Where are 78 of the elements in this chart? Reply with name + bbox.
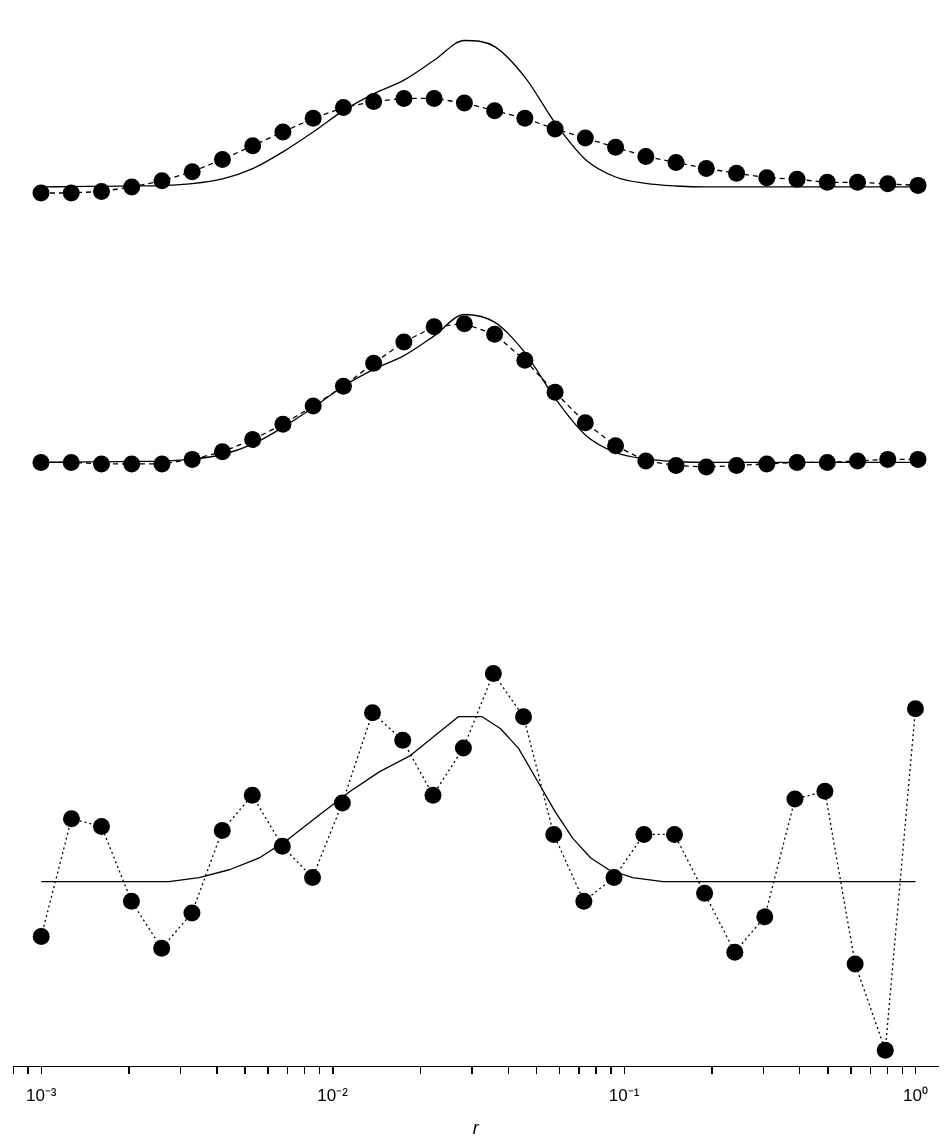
point [758, 169, 776, 187]
point [726, 943, 744, 961]
point [153, 939, 171, 957]
point [846, 955, 864, 973]
point [455, 94, 473, 112]
point [334, 99, 352, 117]
point [62, 810, 80, 828]
point [153, 172, 171, 190]
point [395, 89, 413, 107]
point [454, 739, 472, 757]
point [213, 150, 231, 168]
point [122, 892, 140, 910]
point [32, 453, 50, 471]
point [637, 147, 655, 165]
point [545, 825, 563, 843]
point [666, 825, 683, 843]
point [486, 325, 504, 343]
point [728, 164, 746, 182]
point [876, 1041, 894, 1059]
point [304, 109, 322, 127]
x-axis-title: r [472, 1118, 480, 1139]
point [183, 450, 201, 468]
point [304, 869, 322, 887]
point [183, 163, 201, 181]
point [455, 315, 473, 333]
point [728, 456, 746, 474]
point [667, 456, 685, 474]
point [696, 884, 714, 902]
point [818, 453, 836, 471]
point [365, 354, 383, 372]
point [697, 160, 715, 178]
point [879, 450, 897, 468]
point [576, 414, 594, 432]
x-tick-label: 10⁰ [902, 1085, 928, 1105]
point [425, 89, 443, 107]
point [756, 908, 774, 926]
point [788, 453, 806, 471]
point [274, 123, 292, 141]
point [667, 154, 685, 171]
point [32, 184, 50, 202]
point [909, 176, 927, 194]
point [849, 452, 867, 470]
point [363, 704, 381, 722]
point [62, 184, 80, 202]
point [244, 137, 262, 155]
point [425, 318, 443, 336]
point [697, 458, 715, 476]
point [906, 700, 924, 718]
point [909, 450, 927, 468]
point [424, 786, 442, 804]
point [816, 782, 834, 800]
point [93, 818, 111, 836]
x-tick-label: 10⁻¹ [608, 1085, 640, 1105]
point [243, 786, 261, 804]
point [516, 109, 534, 127]
point [123, 455, 141, 473]
point [244, 431, 262, 449]
point [183, 904, 201, 922]
point [575, 892, 593, 910]
point [576, 129, 594, 147]
point [635, 825, 653, 843]
point [788, 170, 806, 188]
point [92, 182, 110, 200]
point [32, 927, 50, 945]
point [515, 708, 533, 726]
point [607, 437, 625, 455]
point [394, 731, 412, 749]
x-tick-label: 10⁻² [317, 1085, 349, 1105]
point [213, 822, 231, 839]
point [395, 333, 413, 351]
point [486, 102, 504, 120]
point [484, 665, 502, 682]
point [786, 790, 804, 808]
point [605, 869, 623, 887]
point [758, 455, 776, 473]
point [365, 93, 383, 110]
x-tick-label: 10⁻³ [25, 1085, 57, 1105]
point [607, 138, 625, 156]
